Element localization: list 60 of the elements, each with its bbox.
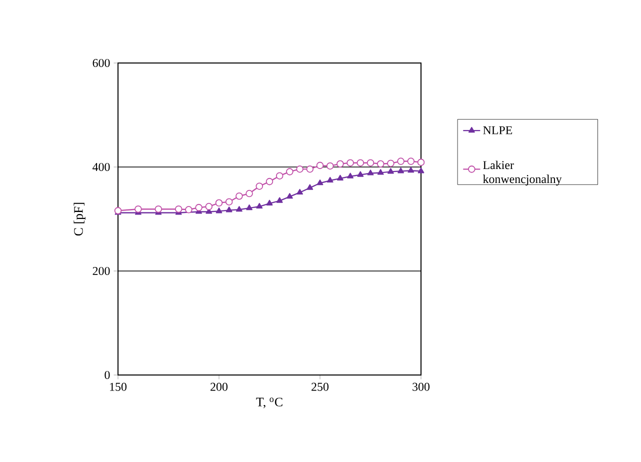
point (397, 158, 404, 165)
y-tick-label: 600 (92, 58, 110, 68)
x-tick-label: 300 (412, 382, 430, 391)
x-tick-label: 200 (210, 382, 228, 391)
point (185, 206, 192, 214)
point (266, 200, 273, 206)
point (276, 172, 284, 180)
point (286, 193, 293, 199)
point (216, 208, 222, 214)
point (387, 168, 394, 174)
point (347, 172, 354, 178)
y-tick-label: 0 (104, 370, 110, 380)
point (346, 159, 354, 166)
point (226, 206, 232, 212)
y-tick-label: 200 (92, 266, 110, 276)
x-axis-title: T, $^{o}$C (256, 398, 282, 408)
point (286, 168, 294, 176)
point (256, 182, 264, 190)
point (376, 160, 384, 168)
y-tick-label: 400 (92, 162, 110, 172)
point (326, 176, 334, 183)
point (236, 206, 242, 212)
point (154, 205, 162, 213)
point (407, 158, 415, 165)
point (256, 202, 263, 209)
point (316, 162, 324, 170)
legend-label: Lakier konwencjonalny (482, 160, 562, 186)
point (236, 192, 243, 200)
point (336, 160, 344, 168)
point (296, 188, 304, 195)
point (357, 171, 364, 177)
point (336, 174, 344, 180)
point (266, 178, 274, 186)
x-tick-label: 250 (312, 382, 329, 391)
point (225, 198, 233, 206)
point (418, 168, 424, 174)
point (408, 167, 414, 173)
y-axis-title: C [pF] (74, 202, 86, 236)
point (377, 169, 384, 175)
point (367, 170, 374, 176)
x-tick-label: 150 (110, 382, 127, 391)
point (246, 204, 253, 210)
point (326, 162, 334, 170)
point (134, 205, 142, 213)
point (205, 202, 213, 210)
point (398, 168, 404, 174)
point (306, 165, 314, 173)
point (356, 159, 364, 166)
legend-label: NLPE (483, 126, 512, 134)
point (417, 158, 425, 166)
point (215, 199, 223, 207)
point (387, 160, 394, 167)
point (296, 165, 304, 173)
point (246, 190, 253, 198)
point (316, 179, 324, 186)
point (306, 184, 314, 190)
point (366, 159, 374, 166)
point (174, 205, 182, 213)
point (195, 204, 202, 212)
point (276, 197, 283, 203)
